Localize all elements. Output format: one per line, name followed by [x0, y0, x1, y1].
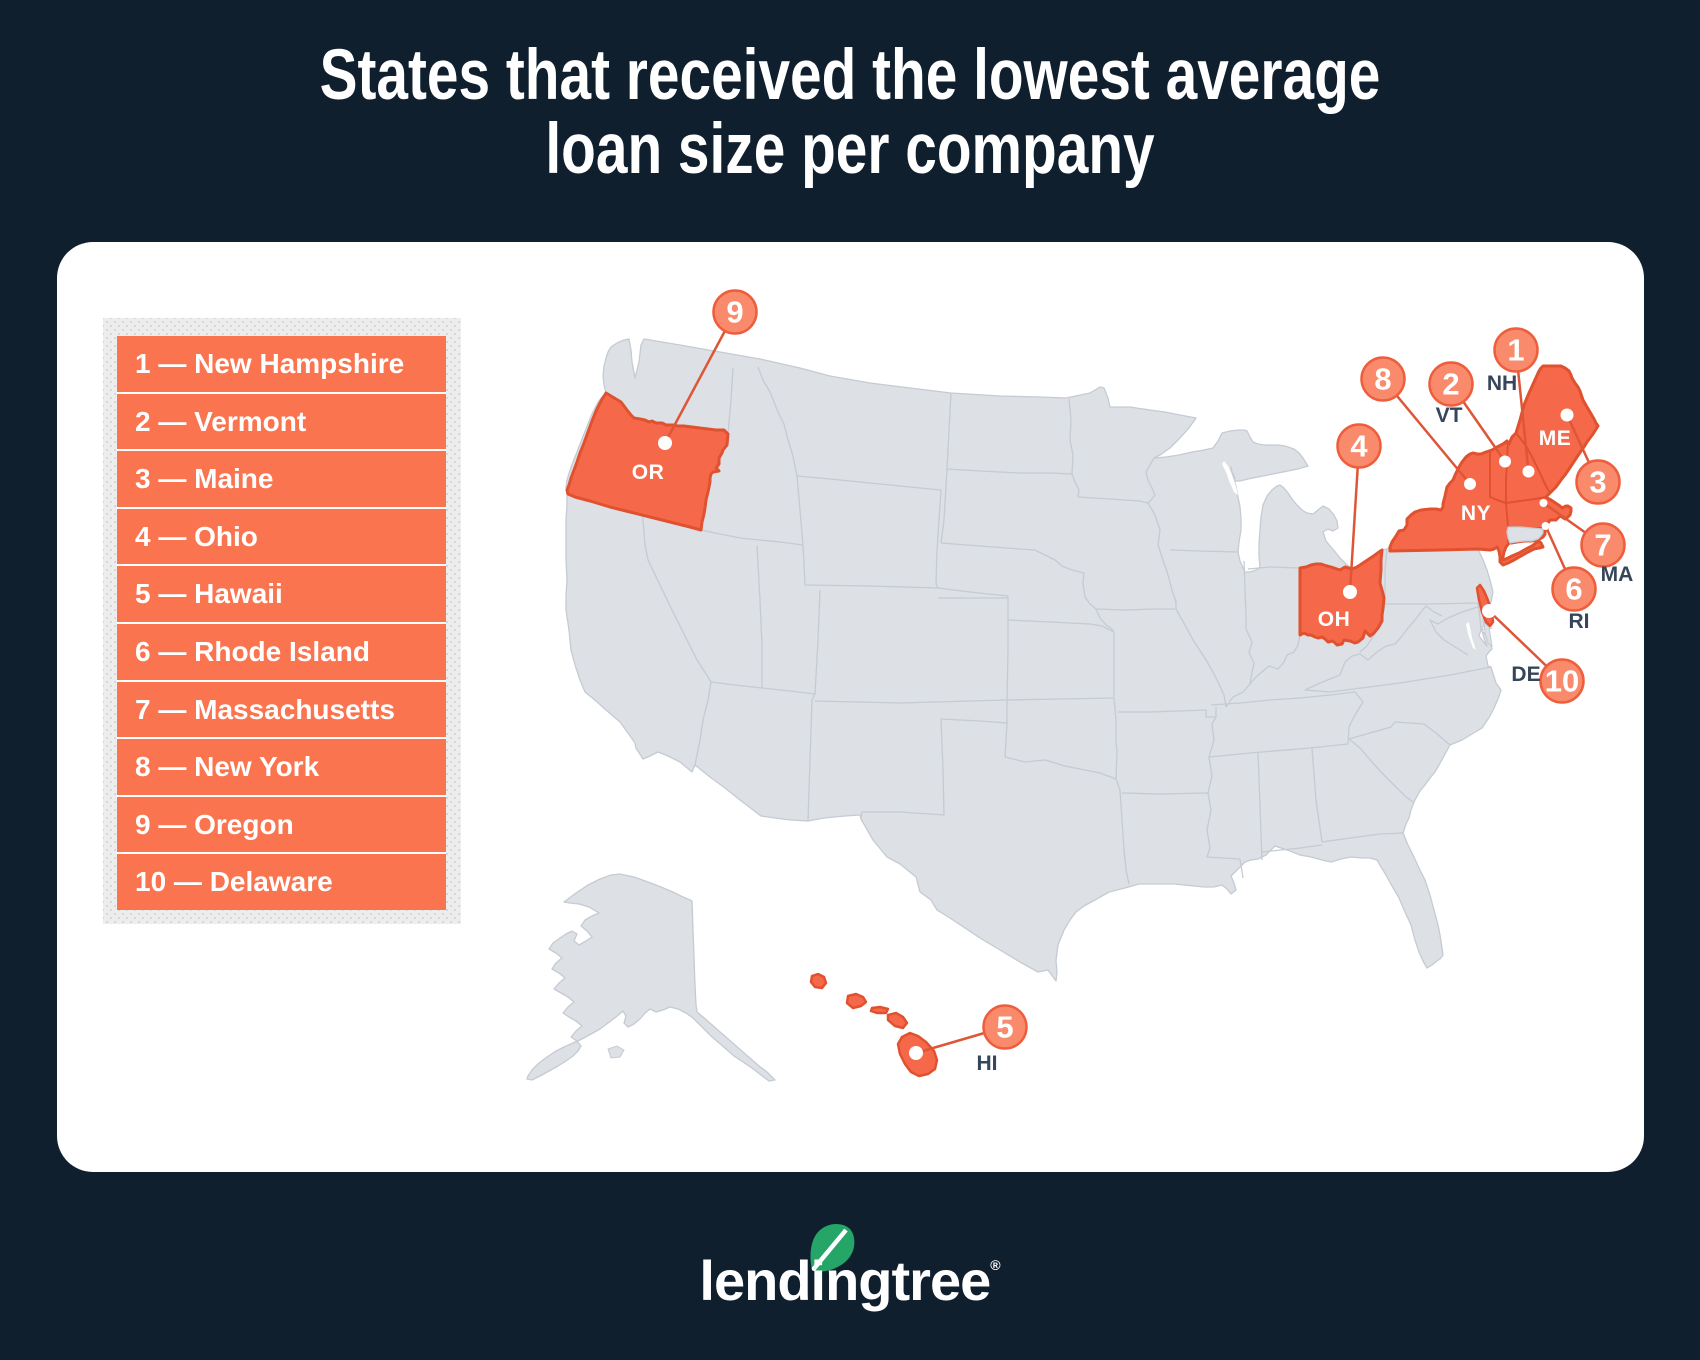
svg-text:NH: NH: [1487, 372, 1517, 395]
svg-text:RI: RI: [1569, 610, 1590, 633]
svg-text:HI: HI: [977, 1052, 998, 1075]
svg-text:1: 1: [1507, 333, 1524, 368]
svg-text:10: 10: [1545, 664, 1579, 699]
svg-text:OR: OR: [632, 461, 665, 484]
svg-text:7: 7: [1594, 528, 1611, 563]
svg-text:2: 2: [1442, 367, 1459, 402]
svg-text:NY: NY: [1461, 502, 1491, 525]
svg-text:VT: VT: [1436, 404, 1463, 427]
svg-text:3: 3: [1589, 465, 1606, 500]
svg-text:9: 9: [726, 295, 743, 330]
svg-text:OH: OH: [1318, 608, 1351, 631]
svg-text:ME: ME: [1539, 427, 1572, 450]
svg-text:6: 6: [1565, 572, 1582, 607]
svg-text:MA: MA: [1601, 563, 1634, 586]
svg-text:DE: DE: [1511, 663, 1540, 686]
svg-text:8: 8: [1374, 362, 1391, 397]
svg-text:5: 5: [996, 1010, 1013, 1045]
svg-text:4: 4: [1350, 429, 1368, 464]
